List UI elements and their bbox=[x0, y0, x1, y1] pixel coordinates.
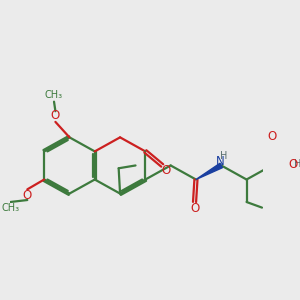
Text: O: O bbox=[162, 164, 171, 177]
Text: O: O bbox=[22, 189, 32, 202]
Text: N: N bbox=[215, 155, 224, 168]
Text: H: H bbox=[294, 159, 300, 169]
Text: O: O bbox=[51, 109, 60, 122]
Text: CH₃: CH₃ bbox=[45, 91, 63, 100]
Polygon shape bbox=[196, 163, 223, 179]
Text: O: O bbox=[288, 158, 298, 171]
Text: O: O bbox=[190, 202, 199, 215]
Text: O: O bbox=[267, 130, 277, 143]
Text: H: H bbox=[220, 151, 227, 160]
Text: CH₃: CH₃ bbox=[2, 203, 20, 213]
